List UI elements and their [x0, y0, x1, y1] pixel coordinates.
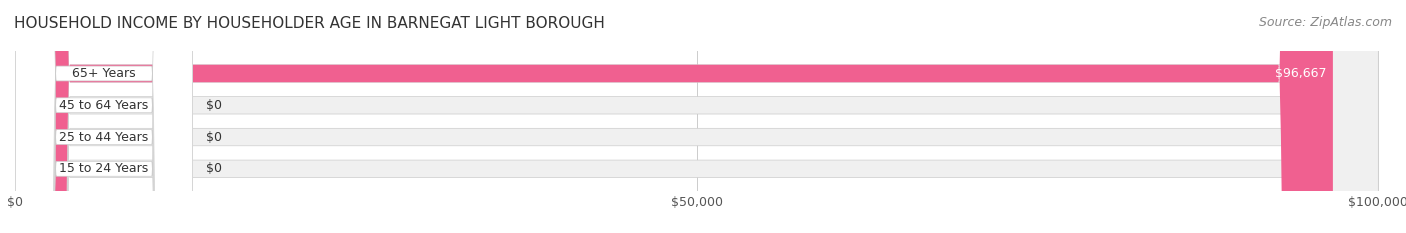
FancyBboxPatch shape [15, 0, 49, 233]
Text: 45 to 64 Years: 45 to 64 Years [59, 99, 149, 112]
FancyBboxPatch shape [15, 0, 1378, 233]
Text: 25 to 44 Years: 25 to 44 Years [59, 130, 149, 144]
FancyBboxPatch shape [15, 0, 1378, 233]
FancyBboxPatch shape [15, 0, 49, 233]
FancyBboxPatch shape [15, 0, 1378, 233]
Text: $96,667: $96,667 [1275, 67, 1326, 80]
FancyBboxPatch shape [15, 0, 1333, 233]
FancyBboxPatch shape [15, 0, 193, 233]
FancyBboxPatch shape [15, 0, 49, 233]
FancyBboxPatch shape [15, 0, 1378, 233]
Text: HOUSEHOLD INCOME BY HOUSEHOLDER AGE IN BARNEGAT LIGHT BOROUGH: HOUSEHOLD INCOME BY HOUSEHOLDER AGE IN B… [14, 16, 605, 31]
Text: $0: $0 [207, 99, 222, 112]
Text: Source: ZipAtlas.com: Source: ZipAtlas.com [1258, 16, 1392, 29]
FancyBboxPatch shape [15, 0, 193, 233]
Text: 65+ Years: 65+ Years [72, 67, 136, 80]
FancyBboxPatch shape [15, 0, 193, 233]
Text: 15 to 24 Years: 15 to 24 Years [59, 162, 149, 175]
Text: $0: $0 [207, 130, 222, 144]
Text: $0: $0 [207, 162, 222, 175]
FancyBboxPatch shape [15, 0, 193, 233]
